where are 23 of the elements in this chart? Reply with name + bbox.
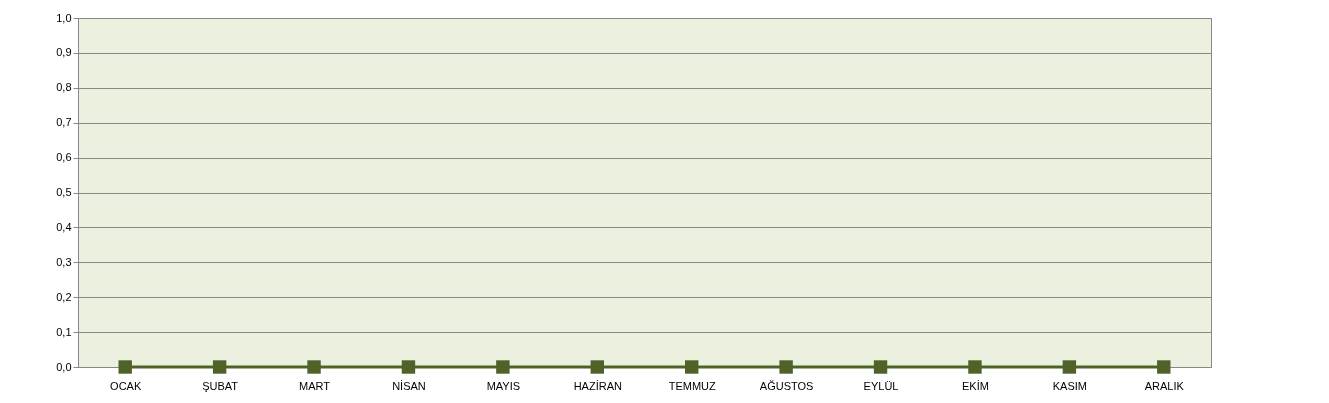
- y-tick-label: 0,1: [56, 325, 72, 338]
- y-tick-label: 1,0: [56, 11, 72, 24]
- x-tick-label: TEMMUZ: [668, 379, 717, 392]
- x-tick-label: KASIM: [1052, 379, 1087, 392]
- x-tick-label: EYLÜL: [863, 379, 899, 392]
- y-tick-label: 0,6: [56, 151, 72, 164]
- x-tick-label: OCAK: [110, 379, 142, 392]
- x-tick-label: MART: [299, 379, 331, 392]
- y-tick-label: 0,2: [56, 290, 72, 303]
- x-tick-label: NİSAN: [392, 379, 426, 392]
- y-tick-label: 0,7: [56, 116, 72, 129]
- y-tick-label: 0,5: [56, 186, 72, 198]
- x-tick-label: ŞUBAT: [202, 379, 239, 392]
- x-tick-label: MAYIS: [486, 379, 521, 392]
- x-tick-label: EKİM: [962, 379, 989, 392]
- y-tick-label: 0,9: [56, 46, 72, 59]
- x-tick-label: ARALIK: [1144, 379, 1185, 392]
- y-tick-label: 0,4: [56, 220, 72, 233]
- x-tick-label: AĞUSTOS: [759, 379, 814, 392]
- y-tick-label: 0,8: [56, 81, 72, 94]
- y-tick-label: 0,0: [56, 360, 72, 373]
- y-tick-label: 0,3: [56, 255, 72, 268]
- x-tick-label: HAZİRAN: [573, 379, 622, 392]
